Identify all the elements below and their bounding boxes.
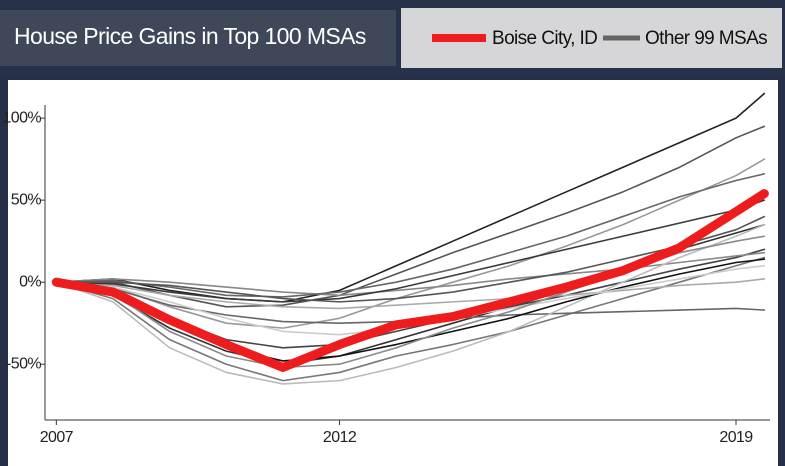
legend-label: Boise City, ID xyxy=(492,28,597,49)
plot: -50% 0% 50% 100% 2007 2012 2019 xyxy=(2,92,770,446)
x-tick-label: 2019 xyxy=(719,429,753,446)
legend-label: Other 99 MSAs xyxy=(645,28,767,49)
title-box xyxy=(0,10,396,66)
y-tick-label: 50% xyxy=(11,191,42,208)
series-line xyxy=(55,256,766,382)
plot-background xyxy=(8,80,778,466)
series-line xyxy=(55,278,766,310)
y-tick-label: 0% xyxy=(19,273,41,290)
chart-title: House Price Gains in Top 100 MSAs xyxy=(14,23,366,49)
x-tick-label: 2012 xyxy=(323,429,357,446)
x-tick-label: 2007 xyxy=(40,429,74,446)
y-tick-label: 100% xyxy=(2,109,41,126)
series-line xyxy=(55,223,766,385)
series-line xyxy=(55,158,766,329)
series-line xyxy=(55,251,766,297)
y-tick-label: -50% xyxy=(6,355,41,372)
series-line xyxy=(55,125,766,308)
series-line xyxy=(55,92,766,303)
series-line xyxy=(55,199,766,303)
series-line xyxy=(51,189,769,372)
series-line xyxy=(55,173,766,298)
